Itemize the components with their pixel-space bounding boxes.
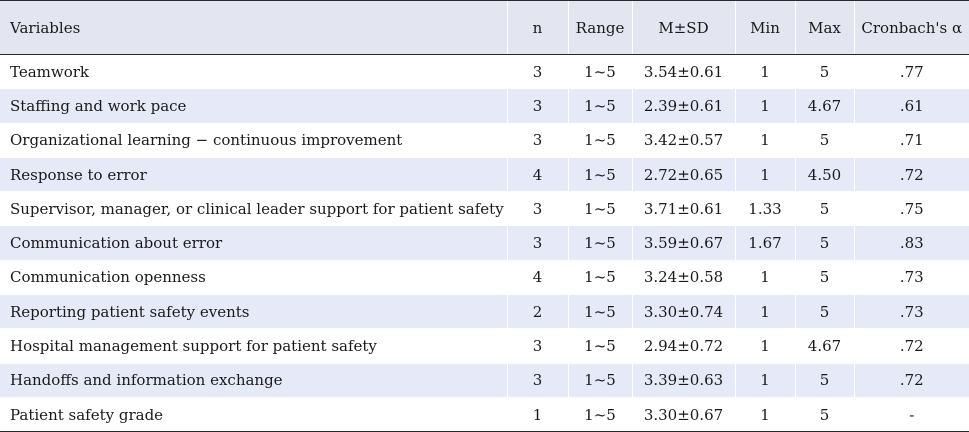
cell-n: 4 xyxy=(506,260,568,296)
cell-variable: Communication about error xyxy=(0,225,507,261)
cell-max: 5 xyxy=(794,397,854,432)
table-row: Supervisor, manager, or clinical leader … xyxy=(0,191,969,227)
cell-range: 1~5 xyxy=(567,225,632,261)
table-row: Handoffs and information exchange 3 1~5 … xyxy=(0,363,969,398)
header-min: Min xyxy=(734,0,795,55)
cell-range: 1~5 xyxy=(567,294,632,330)
cell-n: 3 xyxy=(506,88,568,124)
cell-n: 4 xyxy=(506,157,568,193)
cell-cronbach-alpha: .61 xyxy=(853,88,969,124)
cell-variable: Hospital management support for patient … xyxy=(0,328,507,364)
cell-range: 1~5 xyxy=(567,54,632,90)
cell-mean-sd: 3.39±0.63 xyxy=(631,363,735,398)
cell-max: 5 xyxy=(794,260,854,296)
cell-n: 3 xyxy=(506,328,568,364)
cell-mean-sd: 3.24±0.58 xyxy=(631,260,735,296)
table-row: Patient safety grade 1 1~5 3.30±0.67 1 5… xyxy=(0,397,969,432)
cell-max: 5 xyxy=(794,54,854,90)
cell-variable: Patient safety grade xyxy=(0,397,507,432)
table-row: Hospital management support for patient … xyxy=(0,328,969,364)
cell-variable: Organizational learning − continuous imp… xyxy=(0,123,507,158)
cell-min: 1 xyxy=(734,328,795,364)
header-n: n xyxy=(506,0,568,55)
cell-mean-sd: 3.71±0.61 xyxy=(631,191,735,227)
table-header: Variables n Range M±SD Min Max Cronbach'… xyxy=(0,0,969,55)
cell-min: 1 xyxy=(734,157,795,193)
cell-min: 1 xyxy=(734,54,795,90)
header-variables: Variables xyxy=(0,0,507,55)
cell-cronbach-alpha: .83 xyxy=(853,225,969,261)
cell-mean-sd: 2.94±0.72 xyxy=(631,328,735,364)
cell-n: 1 xyxy=(506,397,568,432)
cell-range: 1~5 xyxy=(567,397,632,432)
header-mean-sd: M±SD xyxy=(631,0,735,55)
cell-variable: Teamwork xyxy=(0,54,507,90)
cell-min: 1 xyxy=(734,123,795,158)
cell-mean-sd: 3.42±0.57 xyxy=(631,123,735,158)
header-row: Variables n Range M±SD Min Max Cronbach'… xyxy=(0,0,969,55)
cell-cronbach-alpha: .72 xyxy=(853,157,969,193)
cell-max: 4.50 xyxy=(794,157,854,193)
cell-variable: Staffing and work pace xyxy=(0,88,507,124)
cell-n: 3 xyxy=(506,191,568,227)
cell-range: 1~5 xyxy=(567,260,632,296)
cell-min: 1 xyxy=(734,88,795,124)
cell-cronbach-alpha: .72 xyxy=(853,363,969,398)
cell-cronbach-alpha: .72 xyxy=(853,328,969,364)
cell-min: 1 xyxy=(734,294,795,330)
cell-variable: Handoffs and information exchange xyxy=(0,363,507,398)
cell-cronbach-alpha: .73 xyxy=(853,294,969,330)
table-row: Reporting patient safety events 2 1~5 3.… xyxy=(0,294,969,330)
cell-max: 5 xyxy=(794,225,854,261)
table-row: Response to error 4 1~5 2.72±0.65 1 4.50… xyxy=(0,157,969,193)
cell-variable: Reporting patient safety events xyxy=(0,294,507,330)
table-row: Organizational learning − continuous imp… xyxy=(0,123,969,158)
cell-cronbach-alpha: .77 xyxy=(853,54,969,90)
cell-min: 1.67 xyxy=(734,225,795,261)
cell-mean-sd: 2.72±0.65 xyxy=(631,157,735,193)
cell-n: 3 xyxy=(506,363,568,398)
cell-cronbach-alpha: .71 xyxy=(853,123,969,158)
header-max: Max xyxy=(794,0,854,55)
cell-mean-sd: 3.54±0.61 xyxy=(631,54,735,90)
cell-range: 1~5 xyxy=(567,328,632,364)
cell-range: 1~5 xyxy=(567,88,632,124)
table-row: Communication about error 3 1~5 3.59±0.6… xyxy=(0,225,969,261)
cell-range: 1~5 xyxy=(567,157,632,193)
table-row: Communication openness 4 1~5 3.24±0.58 1… xyxy=(0,260,969,296)
cell-min: 1 xyxy=(734,397,795,432)
header-cronbach-alpha: Cronbach's α xyxy=(853,0,969,55)
cell-max: 4.67 xyxy=(794,88,854,124)
cell-mean-sd: 3.59±0.67 xyxy=(631,225,735,261)
cell-variable: Response to error xyxy=(0,157,507,193)
cell-range: 1~5 xyxy=(567,123,632,158)
cell-mean-sd: 3.30±0.74 xyxy=(631,294,735,330)
cell-max: 5 xyxy=(794,294,854,330)
cell-min: 1 xyxy=(734,363,795,398)
cell-n: 3 xyxy=(506,225,568,261)
cell-max: 4.67 xyxy=(794,328,854,364)
cell-cronbach-alpha: .73 xyxy=(853,260,969,296)
table-row: Teamwork 3 1~5 3.54±0.61 1 5 .77 xyxy=(0,54,969,90)
cell-n: 3 xyxy=(506,123,568,158)
cell-variable: Communication openness xyxy=(0,260,507,296)
cell-cronbach-alpha: .75 xyxy=(853,191,969,227)
cell-n: 3 xyxy=(506,54,568,90)
cell-max: 5 xyxy=(794,123,854,158)
cell-max: 5 xyxy=(794,191,854,227)
cell-n: 2 xyxy=(506,294,568,330)
cell-cronbach-alpha: - xyxy=(853,397,969,432)
cell-range: 1~5 xyxy=(567,363,632,398)
cell-min: 1.33 xyxy=(734,191,795,227)
table-body: Teamwork 3 1~5 3.54±0.61 1 5 .77 Staffin… xyxy=(0,54,969,432)
cell-mean-sd: 3.30±0.67 xyxy=(631,397,735,432)
cell-range: 1~5 xyxy=(567,191,632,227)
table-row: Staffing and work pace 3 1~5 2.39±0.61 1… xyxy=(0,88,969,124)
cell-max: 5 xyxy=(794,363,854,398)
header-range: Range xyxy=(567,0,632,55)
cell-min: 1 xyxy=(734,260,795,296)
cell-mean-sd: 2.39±0.61 xyxy=(631,88,735,124)
cell-variable: Supervisor, manager, or clinical leader … xyxy=(0,191,507,227)
